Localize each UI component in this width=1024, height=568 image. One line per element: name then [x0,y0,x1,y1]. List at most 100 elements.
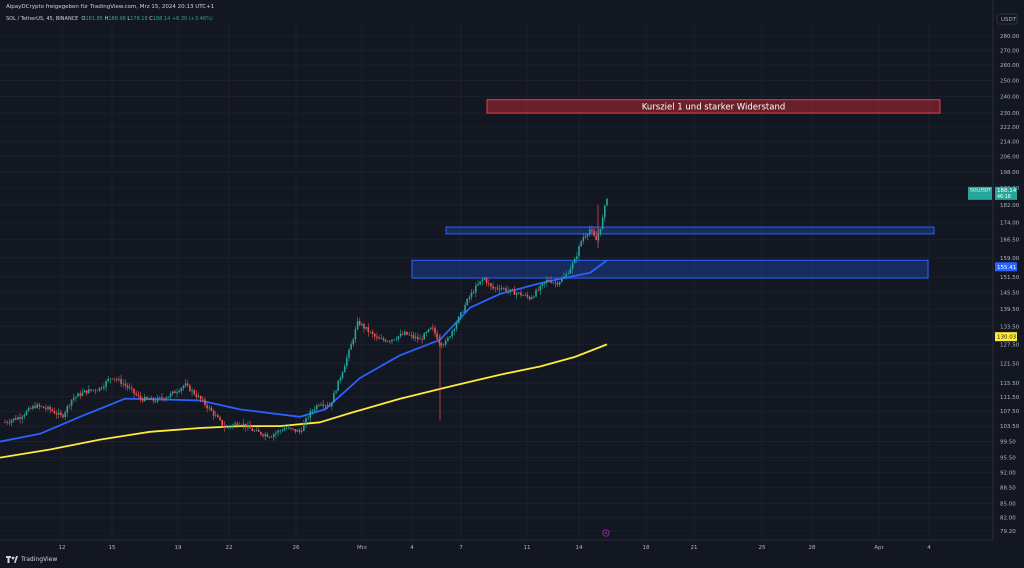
candle-body [455,323,458,329]
candle-body [212,410,215,416]
candle-body [462,311,464,313]
candle-body [408,334,410,336]
x-tick-label: 26 [293,545,300,551]
ema-slow-line [0,343,608,459]
candle-body [384,339,387,342]
candle-body [511,289,514,290]
candle-body [85,390,88,394]
candle-body [36,404,38,408]
candle-body [285,428,288,429]
candle-body [563,276,565,279]
candle-body [419,338,421,340]
candle-body [554,282,557,284]
candle-body [68,405,71,407]
y-tick-label: 92.00 [1000,470,1016,476]
candle-body [182,385,185,389]
candle-body [500,288,503,290]
candle-body [464,305,466,312]
candle-body [219,417,221,420]
candle-body [303,423,305,431]
candle-body [391,339,393,342]
candle-body [382,338,385,340]
candle-body [524,294,527,296]
candle-body [485,278,488,284]
candle-body [546,279,548,283]
candle-body [124,383,127,386]
candle-body [352,339,355,345]
y-tick-label: 99.50 [1000,440,1016,446]
candle-body [135,393,137,395]
candle-body [470,292,473,298]
candle-body [199,395,202,399]
candle-body [311,410,314,412]
candle-body [202,399,204,400]
tradingview-brand: TradingView [21,556,58,563]
candle-body [221,419,223,426]
candle-body [378,337,380,339]
y-tick-label: 230.00 [1000,111,1020,117]
y-tick-label: 85.00 [1000,501,1016,507]
candle-body [234,423,236,425]
candle-body [88,389,90,394]
candle-body [240,424,243,426]
candle-body [513,289,516,295]
y-tick-label: 222.00 [1000,125,1020,131]
candle-body [275,432,277,435]
candle-body [8,422,11,424]
candle-body [281,430,284,432]
x-tick-label: 18 [643,545,650,551]
candle-body [238,424,241,426]
candle-body [55,413,58,415]
tradingview-footer[interactable]: TradingView [6,556,57,563]
candle-body [606,198,608,206]
candle-body [399,333,402,337]
candle-body [361,324,363,325]
y-tick-label: 103.50 [1000,424,1020,430]
candle-body [79,393,82,396]
candle-body [404,331,406,335]
candle-body [144,396,146,402]
y-tick-label: 270.00 [1000,48,1020,54]
candle-body [70,399,73,406]
candle-body [328,406,331,407]
candle-body [225,426,228,428]
candle-body [197,395,200,397]
candle-body [322,404,324,406]
candle-body [57,412,60,415]
y-tick-label: 174.00 [1000,220,1020,226]
candle-body [479,281,481,285]
candle-body [47,406,49,409]
event-marker-icon[interactable] [602,529,610,537]
candle-body [498,288,501,290]
candle-body [176,392,178,394]
x-tick-label: 14 [576,545,583,551]
candle-body [358,321,361,325]
symbol-price-badge [968,186,992,200]
candle-body [17,417,19,420]
y-tick-label: 95.50 [1000,456,1016,462]
candle-body [81,392,84,396]
candle-body [494,287,496,289]
candle-body [593,231,595,236]
candle-body [376,336,378,338]
candle-body [292,428,294,429]
ema-slow-price-label: 130.03 [997,335,1017,341]
candle-body [169,393,172,397]
x-tick-label: 4 [410,545,414,551]
candle-body [96,390,99,392]
ema-fast-price-badge [995,262,1017,272]
ohlc-close: 188.14 [152,16,171,22]
candle-body [397,336,400,340]
candle-body [266,434,269,437]
candle-body [567,273,570,275]
candle-body [137,394,140,396]
candle-body [412,334,415,338]
candle-body [421,338,423,340]
last-price-badge [995,186,1017,200]
candle-body [533,296,535,298]
candle-body [42,406,45,409]
candle-body [414,336,417,338]
y-tick-label: 159.00 [1000,256,1020,262]
candle-body [528,296,531,300]
